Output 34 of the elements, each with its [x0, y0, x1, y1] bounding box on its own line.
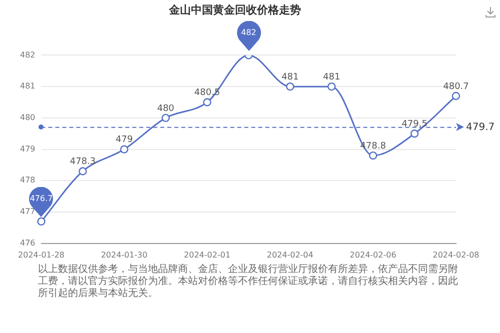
data-label: 480	[157, 104, 175, 114]
x-tick-label: 2024-02-08	[432, 250, 480, 260]
y-tick-label: 480	[20, 113, 36, 122]
data-label: 476.7	[29, 193, 54, 206]
chart-title: 金山中国黄金回收价格走势	[168, 3, 301, 16]
x-tick-label: 2024-02-01	[184, 250, 230, 260]
x-tick-label: 2024-02-04	[266, 250, 314, 260]
y-tick-label: 477	[20, 207, 36, 216]
data-label: 482	[240, 27, 258, 40]
point	[410, 130, 419, 138]
point	[327, 82, 336, 91]
y-tick-label: 479	[20, 144, 36, 154]
ref-line-label: 479.7	[466, 122, 495, 133]
x-tick-label: 2024-01-30	[100, 250, 148, 260]
point	[286, 82, 294, 91]
y-tick-label: 476	[20, 238, 36, 248]
x-tick-label: 2024-02-06	[350, 250, 396, 260]
point	[120, 145, 128, 154]
point	[162, 114, 170, 122]
data-label: 478.3	[70, 157, 96, 168]
y-tick-label: 478	[20, 176, 36, 185]
point	[78, 167, 87, 176]
data-label: 481	[282, 72, 299, 82]
y-tick-label: 482	[20, 50, 36, 60]
data-label: 480.7	[443, 82, 469, 92]
text: 以上数据仅供参考，与当地品牌商、金店、企业及银行营业厅报价有所差异，依产品不同需另附工费，请以官方实际报价为准。本站对价格等不作任何保证或承诺，请自行核实相关内容，因此所引起的后果与本站无关。	[38, 264, 458, 300]
y-tick-label: 481	[20, 82, 36, 91]
point	[37, 217, 46, 226]
data-label: 481	[322, 72, 340, 82]
point	[368, 151, 378, 160]
data-label: 479	[116, 135, 134, 146]
x-tick-label: 2024-01-28	[18, 250, 65, 260]
point	[203, 98, 212, 106]
point	[452, 92, 460, 100]
